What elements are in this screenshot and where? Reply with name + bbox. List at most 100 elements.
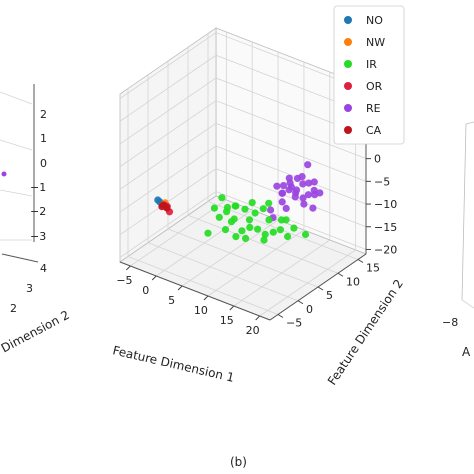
right-x-tick: −8 [442,316,458,329]
x-axis-line [119,261,271,321]
left-y-axis-line [1,253,39,263]
z-tick-label: −5 [374,175,390,188]
legend-label-nw: NW [366,36,385,49]
point-re [273,182,281,190]
y-tick-mark [277,314,284,318]
point-re [267,206,275,214]
left-z-tick: −3 [30,230,46,243]
point-re [279,182,288,190]
point-re [305,179,313,187]
grid-line-z [119,77,367,145]
point-ir [290,224,298,232]
point-ir [251,209,259,217]
x-tick-mark [229,305,235,311]
y-axis-label: Feature Dimension 2 [325,277,406,388]
point-ir [245,216,254,224]
y-tick-mark [357,259,364,263]
x-tick-label: 5 [168,294,175,307]
legend-marker-no [344,16,352,24]
legend-label-or: OR [366,80,383,93]
point-ir [261,230,269,238]
point-ir [231,202,239,210]
point-ir [282,216,290,224]
grid-line-y [127,88,279,315]
point-re [310,178,318,186]
z-tick-label: −10 [374,198,397,211]
point-ir [230,215,238,223]
point-re [282,204,290,212]
point-ir [204,229,212,237]
point-re [316,189,324,197]
legend-label-ca: CA [366,124,382,137]
point-ir [259,205,267,213]
x-tick-mark [125,265,131,271]
x-tick-label: 20 [246,324,260,337]
z-tick-label: −15 [374,221,397,234]
main-3d-grid [119,32,367,317]
point-re [299,194,307,202]
y-tick-mark [317,286,324,291]
grid-line-x [233,72,331,307]
x-tick-mark [177,285,183,291]
left-z-tick: 0 [40,157,47,170]
x-tick-label: 0 [142,284,149,297]
point-ir [246,223,254,231]
left-z-tick: 2 [40,108,47,121]
x-tick-mark [151,275,157,281]
point-ir [284,232,292,241]
main-3d-points [154,161,324,244]
y-tick-mark [337,272,344,277]
point-ir [260,236,268,244]
left-z-tick: −2 [30,205,46,218]
point-re [304,191,312,199]
legend-marker-nw [344,38,352,46]
left-y-tick: 4 [40,262,47,275]
grid-line-z [119,100,367,167]
z-tick-label: −20 [374,243,397,256]
point-re [309,204,317,212]
point-ir [232,233,240,241]
legend: NO NW IR OR RE CA [333,5,405,145]
point-re [304,161,312,169]
grid-line-z [119,32,367,99]
point-ir [254,225,262,233]
point-ir [265,216,273,224]
left-partial-panel: 2 1 0 −1 −2 −3 2 3 4 e Dimension 2 [0,84,72,361]
left-ylabel: e Dimension 2 [0,308,72,361]
point-ir [210,204,218,212]
legend-label-no: NO [366,14,383,27]
point-ir [215,213,223,221]
x-tick-mark [203,295,209,301]
y-tick-label: −5 [286,317,302,330]
point-re [278,198,286,206]
point-ir [301,230,310,239]
point-re [310,186,318,194]
grid-line-z [119,122,367,190]
grid-line-y [187,47,339,274]
left-panel-point [1,171,7,177]
point-re [287,183,296,191]
point-ir [218,194,226,202]
legend-marker-re [344,104,352,112]
point-ca [163,204,171,212]
left-y-tick: 3 [26,282,33,295]
legend-marker-ir [344,60,352,68]
grid-line-y [147,74,299,302]
point-ir [241,205,249,213]
x-tick-label: −5 [116,274,132,287]
x-tick-label: 10 [194,304,208,317]
point-ir [276,226,284,234]
legend-label-re: RE [366,102,381,115]
grid-line-y [167,61,319,288]
main-3d-panes [119,27,367,321]
left-z-tick: −1 [30,181,46,194]
point-re [293,174,302,182]
grid-line-x [207,62,305,297]
left-z-tick: 1 [40,132,47,145]
point-ir [269,228,277,236]
y-tick-label: 10 [346,275,360,288]
grid-line-x [130,32,227,267]
x-tick-mark [255,315,261,321]
